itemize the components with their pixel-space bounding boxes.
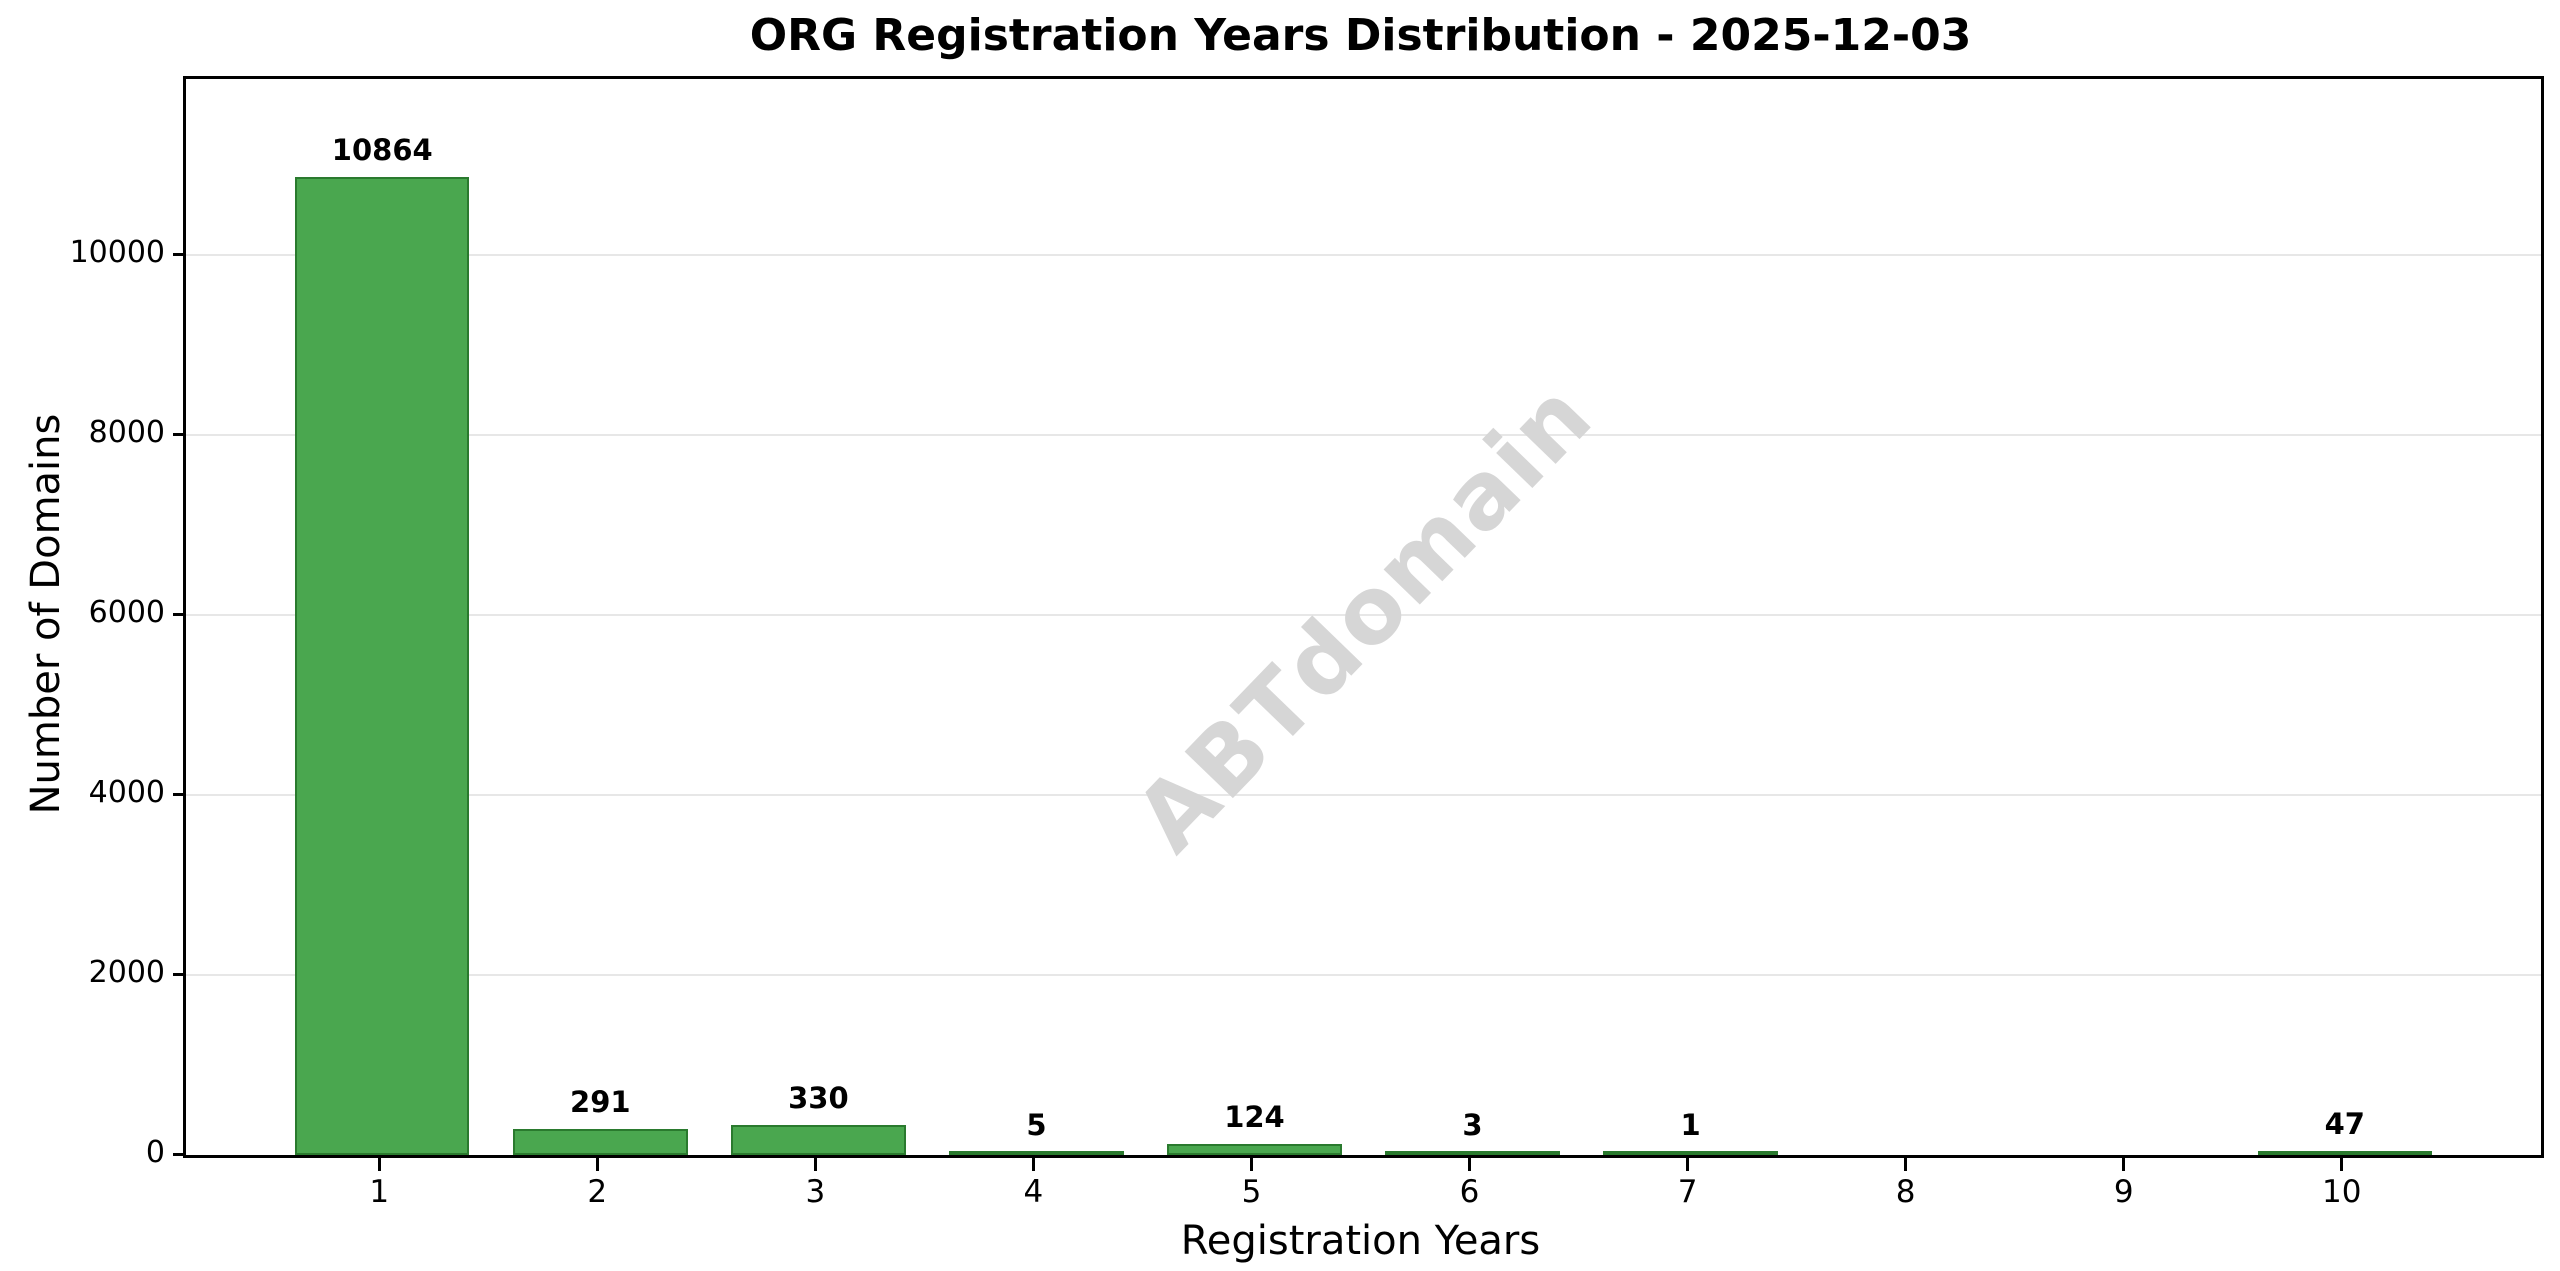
x-tick-mark (1468, 1158, 1472, 1171)
gridline (186, 973, 2541, 976)
bar (731, 1125, 906, 1155)
x-tick-label: 10 (2322, 1174, 2362, 1210)
y-tick-mark (173, 432, 186, 436)
bar-value-label: 10864 (331, 132, 433, 167)
x-tick-mark (2122, 1158, 2126, 1171)
bar-value-label: 47 (2324, 1106, 2365, 1141)
y-tick-mark (173, 972, 186, 976)
x-tick-label: 2 (587, 1174, 608, 1210)
y-tick-mark (173, 612, 186, 616)
x-tick-mark (377, 1158, 381, 1171)
x-tick-label: 6 (1459, 1174, 1480, 1210)
gridline (186, 253, 2541, 256)
bar (1167, 1143, 1342, 1155)
x-tick-label: 7 (1677, 1174, 1698, 1210)
x-tick-label: 1 (369, 1174, 390, 1210)
plot-area: ABTdomain 10864 291 330 5 124 3 1 47 (183, 76, 2544, 1158)
gridline (186, 433, 2541, 436)
gridline (186, 613, 2541, 616)
x-tick-label: 3 (805, 1174, 826, 1210)
bar (1385, 1151, 1560, 1155)
bar (513, 1128, 688, 1155)
y-tick-mark (173, 252, 186, 256)
x-tick-mark (813, 1158, 817, 1171)
x-tick-mark (2340, 1158, 2344, 1171)
x-tick-mark (1904, 1158, 1908, 1171)
x-tick-mark (1249, 1158, 1253, 1171)
x-tick-label: 8 (1895, 1174, 1916, 1210)
bar-value-label: 1 (1680, 1108, 1701, 1142)
x-tick-mark (595, 1158, 599, 1171)
bar-value-label: 124 (1224, 1099, 1285, 1134)
y-tick-label: 2000 (88, 954, 165, 990)
y-tick-label: 8000 (88, 414, 165, 450)
chart-title: ORG Registration Years Distribution - 20… (749, 10, 1972, 61)
x-tick-mark (1686, 1158, 1690, 1171)
y-tick-mark (173, 792, 186, 796)
x-tick-label: 5 (1241, 1174, 1262, 1210)
x-tick-label: 9 (2113, 1174, 2134, 1210)
x-tick-mark (1031, 1158, 1035, 1171)
bar-value-label: 3 (1462, 1108, 1483, 1142)
bar-value-label: 330 (788, 1081, 849, 1116)
bar (2257, 1150, 2432, 1155)
y-tick-label: 6000 (88, 594, 165, 630)
y-tick-mark (173, 1153, 186, 1156)
bar (295, 176, 470, 1155)
bar (1603, 1151, 1778, 1155)
gridline (186, 793, 2541, 796)
bar-value-label: 291 (570, 1084, 631, 1119)
y-tick-label: 10000 (69, 234, 165, 270)
x-axis-label: Registration Years (1180, 1218, 1541, 1264)
bar (949, 1151, 1124, 1155)
x-tick-label: 4 (1023, 1174, 1044, 1210)
bar-value-label: 5 (1026, 1108, 1047, 1142)
y-tick-label: 0 (145, 1135, 165, 1170)
y-tick-label: 4000 (88, 774, 165, 810)
